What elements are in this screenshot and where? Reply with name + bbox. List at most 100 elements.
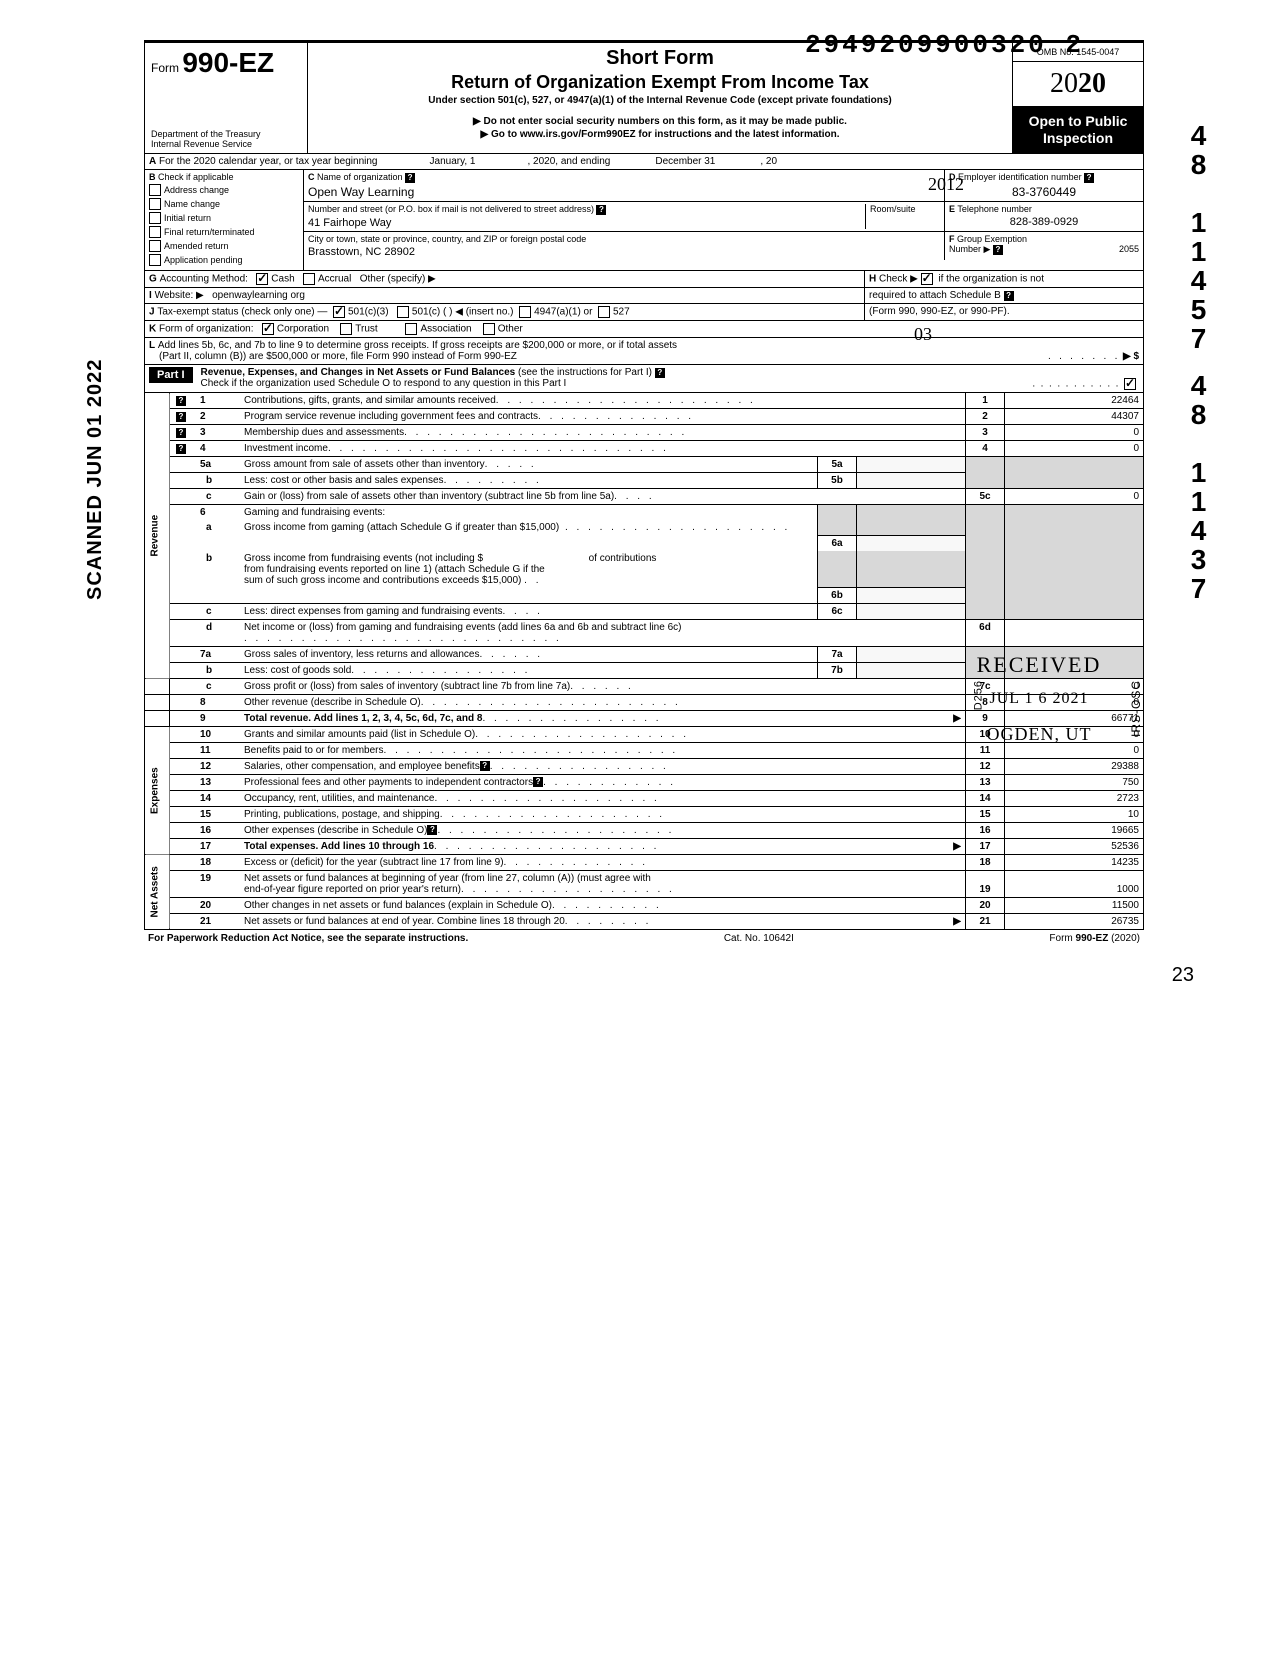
check-final-return[interactable]: Final return/terminated (149, 226, 299, 238)
help-icon[interactable]: ? (655, 368, 665, 378)
help-icon[interactable]: ? (176, 396, 186, 406)
opt-501c3: 501(c)(3) (348, 307, 389, 318)
check-cash[interactable] (256, 273, 268, 285)
check-schedule-o[interactable] (1124, 378, 1136, 390)
line-18-val: 14235 (1005, 855, 1144, 871)
form-subtitle: Under section 501(c), 527, or 4947(a)(1)… (316, 95, 1004, 106)
line-11: 11 Benefits paid to or for members. . . … (145, 743, 1143, 759)
cash-label: Cash (271, 274, 294, 285)
help-icon[interactable]: ? (176, 444, 186, 454)
part-1-label: Part I (149, 367, 193, 383)
l-text2: (Part II, column (B)) are $500,000 or mo… (149, 351, 517, 362)
check-amended-return[interactable]: Amended return (149, 240, 299, 252)
dept-treasury: Department of the Treasury (151, 129, 301, 139)
side-label-expenses: Expenses (145, 727, 170, 855)
room-label: Room/suite (865, 204, 940, 229)
help-icon[interactable]: ? (427, 825, 437, 835)
check-name-change[interactable]: Name change (149, 198, 299, 210)
help-icon[interactable]: ? (533, 777, 543, 787)
help-icon[interactable]: ? (1004, 291, 1014, 301)
check-4947[interactable] (519, 306, 531, 318)
other-specify-label: Other (specify) ▶ (360, 274, 436, 285)
line-2: ? 2 Program service revenue including go… (145, 409, 1143, 425)
check-527[interactable] (598, 306, 610, 318)
row-a-begin-month: January, 1 (378, 156, 528, 167)
block-bcdef: B Check if applicable Address change Nam… (145, 170, 1143, 271)
line-15: 15 Printing, publications, postage, and … (145, 807, 1143, 823)
line-8-val: 0 (1005, 695, 1144, 711)
cell-street: Number and street (or P.O. box if mail i… (304, 202, 944, 231)
help-icon[interactable]: ? (1084, 173, 1094, 183)
line-19: 19 Net assets or fund balances at beginn… (145, 871, 1143, 898)
opt-4947: 4947(a)(1) or (534, 307, 592, 318)
h-text1: Check ▶ (879, 274, 918, 285)
line-19-val: 1000 (1005, 871, 1144, 898)
check-no-sched-b[interactable] (921, 273, 933, 285)
check-initial-return[interactable]: Initial return (149, 212, 299, 224)
label-g: G (149, 274, 157, 285)
help-icon[interactable]: ? (480, 761, 490, 771)
ge-number-value: 2055 (1119, 244, 1139, 254)
check-501c[interactable] (397, 306, 409, 318)
city-value: Brasstown, NC 28902 (308, 244, 940, 258)
line-2-val: 44307 (1005, 409, 1144, 425)
accounting-method-label: Accounting Method: (160, 274, 248, 285)
line-17-val: 52536 (1005, 839, 1144, 855)
h-text4: (Form 990, 990-EZ, or 990-PF). (869, 306, 1010, 317)
check-address-change[interactable]: Address change (149, 184, 299, 196)
row-gh: G Accounting Method: Cash Accrual Other … (145, 271, 1143, 288)
line-7c: c Gross profit or (loss) from sales of i… (145, 679, 1143, 695)
line-13: 13 Professional fees and other payments … (145, 775, 1143, 791)
h-text2: if the organization is not (938, 274, 1044, 285)
help-icon[interactable]: ? (993, 245, 1003, 255)
check-accrual[interactable] (303, 273, 315, 285)
line-1-num: 1 (192, 393, 240, 409)
document-locator-number: 2949209900320 2 (805, 30, 1084, 60)
line-10-val: 0 (1005, 727, 1144, 743)
website-value: openwaylearning org (212, 290, 305, 301)
line-9: 9 Total revenue. Add lines 1, 2, 3, 4, 5… (145, 711, 1143, 727)
line-1-rnum: 1 (966, 393, 1005, 409)
line-3-val: 0 (1005, 425, 1144, 441)
ein-value: 83-3760449 (949, 183, 1139, 199)
check-other-org[interactable] (483, 323, 495, 335)
form-990ez: Form 990-EZ Department of the Treasury I… (144, 40, 1144, 930)
ein-label: Employer identification number (958, 172, 1082, 182)
line-11-val: 0 (1005, 743, 1144, 759)
trust-label: Trust (355, 324, 377, 335)
part-1-title: Revenue, Expenses, and Changes in Net As… (197, 365, 1143, 392)
line-1-val: 22464 (1005, 393, 1144, 409)
check-501c3[interactable] (333, 306, 345, 318)
org-name-label: Name of organization (317, 172, 403, 182)
check-corporation[interactable] (262, 323, 274, 335)
row-g-accounting: G Accounting Method: Cash Accrual Other … (145, 271, 864, 287)
side-label-revenue: Revenue (145, 393, 170, 679)
website-label: Website: ▶ (155, 290, 204, 301)
help-icon[interactable]: ? (405, 173, 415, 183)
help-icon[interactable]: ? (176, 428, 186, 438)
part-1-header-row: Part I Revenue, Expenses, and Changes in… (145, 365, 1143, 393)
line-4: ? 4 Investment income. . . . . . . . . .… (145, 441, 1143, 457)
cell-org-name: C Name of organization ? Open Way Learni… (304, 170, 944, 201)
line-1-desc: Contributions, gifts, grants, and simila… (244, 395, 496, 406)
tax-year: 2020 (1013, 62, 1143, 107)
row-j: J Tax-exempt status (check only one) — 5… (145, 304, 1143, 321)
form-prefix: Form (151, 61, 179, 75)
accrual-label: Accrual (318, 274, 351, 285)
k-text: Form of organization: (159, 324, 254, 335)
label-k: K (149, 324, 156, 335)
open-to-public: Open to Public Inspection (1013, 107, 1143, 153)
l-text1: Add lines 5b, 6c, and 7b to line 9 to de… (158, 340, 677, 351)
handwritten-mark-1: 2012 (928, 174, 964, 195)
row-l: L Add lines 5b, 6c, and 7b to line 9 to … (145, 338, 1143, 365)
page-foot-number: 23 (1172, 964, 1194, 987)
label-f: F (949, 234, 955, 244)
help-icon[interactable]: ? (176, 412, 186, 422)
check-association[interactable] (405, 323, 417, 335)
help-icon[interactable]: ? (596, 205, 606, 215)
row-a-tax-year: A For the 2020 calendar year, or tax yea… (145, 154, 1143, 170)
header-left: Form 990-EZ Department of the Treasury I… (145, 43, 308, 153)
check-application-pending[interactable]: Application pending (149, 254, 299, 266)
street-label: Number and street (or P.O. box if mail i… (308, 204, 594, 214)
check-trust[interactable] (340, 323, 352, 335)
